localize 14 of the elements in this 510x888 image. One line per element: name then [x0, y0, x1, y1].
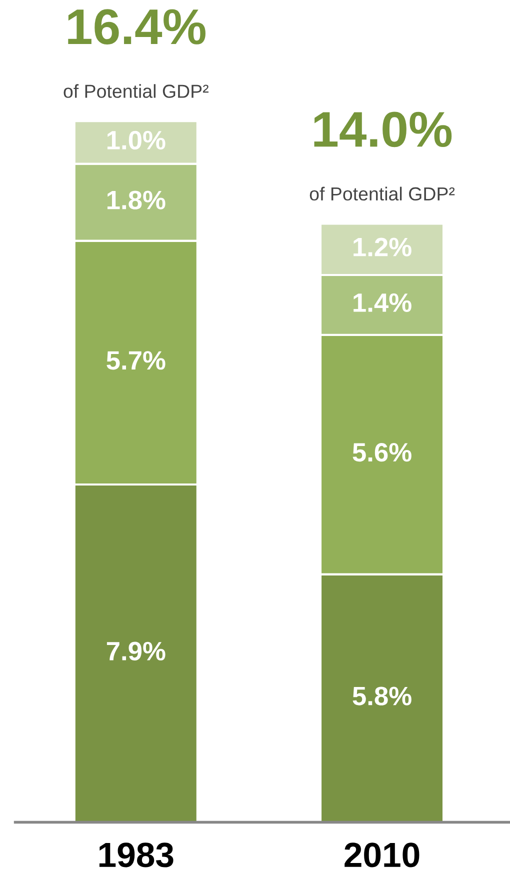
data-label: 1.4% [354, 293, 412, 312]
data-label: 5.6% [352, 442, 412, 462]
data-label: 1.8% [107, 190, 166, 210]
annotation: of Potential GDP² [310, 186, 455, 201]
data-label: 5.8% [352, 686, 412, 706]
x-tick-label: 2010 [344, 842, 420, 868]
data-label: 5.7% [106, 351, 166, 370]
annotation: of Potential GDP² [64, 84, 208, 98]
data-label: 7.9% [106, 642, 166, 660]
total-label: 16.4% [68, 9, 206, 45]
x-tick-label: 1983 [99, 842, 174, 868]
data-label: 1.2% [354, 238, 412, 256]
data-label: 1.0% [107, 130, 166, 150]
total-label: 14.0% [314, 112, 452, 148]
